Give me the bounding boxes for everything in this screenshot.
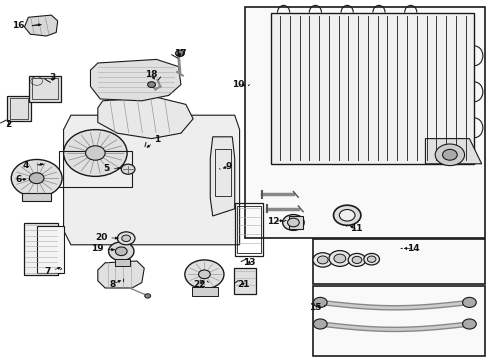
Text: 2: 2 bbox=[6, 120, 12, 129]
Bar bbox=[234, 203, 263, 256]
Circle shape bbox=[184, 260, 224, 289]
Bar bbox=[10, 98, 28, 119]
Circle shape bbox=[313, 297, 326, 307]
Circle shape bbox=[108, 242, 134, 261]
Polygon shape bbox=[90, 59, 181, 101]
Circle shape bbox=[333, 205, 360, 225]
Bar bbox=[32, 78, 58, 99]
Circle shape bbox=[29, 173, 44, 184]
Text: 21: 21 bbox=[237, 280, 249, 289]
Text: 15: 15 bbox=[308, 303, 321, 312]
Circle shape bbox=[351, 256, 361, 264]
Text: 18: 18 bbox=[145, 71, 158, 79]
Text: 8: 8 bbox=[109, 280, 115, 289]
Text: 14: 14 bbox=[406, 244, 419, 253]
Circle shape bbox=[366, 256, 375, 262]
Text: 22: 22 bbox=[193, 280, 205, 289]
Text: 4: 4 bbox=[22, 161, 29, 170]
Bar bbox=[271, 13, 473, 164]
Circle shape bbox=[462, 297, 475, 307]
Bar bbox=[7, 96, 31, 121]
Bar bbox=[115, 259, 129, 266]
Circle shape bbox=[147, 82, 155, 87]
Polygon shape bbox=[98, 261, 144, 288]
Text: 3: 3 bbox=[50, 73, 56, 82]
Polygon shape bbox=[210, 137, 234, 216]
Circle shape bbox=[122, 235, 130, 242]
Circle shape bbox=[434, 144, 464, 166]
Circle shape bbox=[144, 294, 150, 298]
Circle shape bbox=[339, 210, 354, 221]
Text: 17: 17 bbox=[173, 49, 186, 58]
Text: 9: 9 bbox=[225, 162, 232, 171]
Bar bbox=[237, 206, 260, 253]
Circle shape bbox=[363, 253, 379, 265]
Circle shape bbox=[63, 130, 127, 176]
Text: 5: 5 bbox=[103, 164, 109, 173]
Text: 13: 13 bbox=[243, 258, 255, 267]
Text: 7: 7 bbox=[44, 267, 51, 276]
Text: 19: 19 bbox=[91, 244, 104, 253]
Text: 1: 1 bbox=[154, 135, 160, 144]
Polygon shape bbox=[425, 139, 481, 164]
Circle shape bbox=[462, 319, 475, 329]
Text: 10: 10 bbox=[232, 80, 244, 89]
Circle shape bbox=[312, 253, 332, 267]
Bar bbox=[37, 226, 63, 273]
Text: 20: 20 bbox=[95, 233, 108, 242]
Circle shape bbox=[333, 254, 345, 263]
Text: 12: 12 bbox=[266, 217, 279, 226]
Circle shape bbox=[85, 146, 105, 160]
Circle shape bbox=[442, 149, 456, 160]
Bar bbox=[22, 193, 51, 201]
Bar bbox=[312, 239, 484, 284]
Polygon shape bbox=[63, 115, 239, 245]
Polygon shape bbox=[98, 97, 193, 139]
Circle shape bbox=[198, 270, 210, 279]
Text: 16: 16 bbox=[12, 22, 25, 31]
Bar bbox=[288, 216, 303, 229]
Circle shape bbox=[117, 232, 135, 245]
Bar bbox=[29, 76, 61, 102]
Circle shape bbox=[121, 164, 135, 174]
Bar bbox=[245, 7, 484, 238]
Circle shape bbox=[282, 215, 304, 230]
Circle shape bbox=[347, 253, 365, 266]
Bar bbox=[233, 268, 255, 294]
Circle shape bbox=[11, 159, 62, 197]
Text: 11: 11 bbox=[349, 224, 362, 233]
Bar bbox=[215, 149, 230, 196]
Circle shape bbox=[287, 218, 299, 227]
Circle shape bbox=[115, 247, 127, 256]
Text: 6: 6 bbox=[16, 175, 21, 184]
Circle shape bbox=[317, 256, 327, 264]
Bar bbox=[312, 286, 484, 356]
Bar bbox=[24, 223, 58, 275]
Circle shape bbox=[313, 319, 326, 329]
Circle shape bbox=[328, 251, 350, 266]
Bar bbox=[192, 287, 217, 296]
Polygon shape bbox=[24, 15, 58, 36]
Circle shape bbox=[175, 50, 184, 57]
Bar bbox=[59, 151, 132, 187]
